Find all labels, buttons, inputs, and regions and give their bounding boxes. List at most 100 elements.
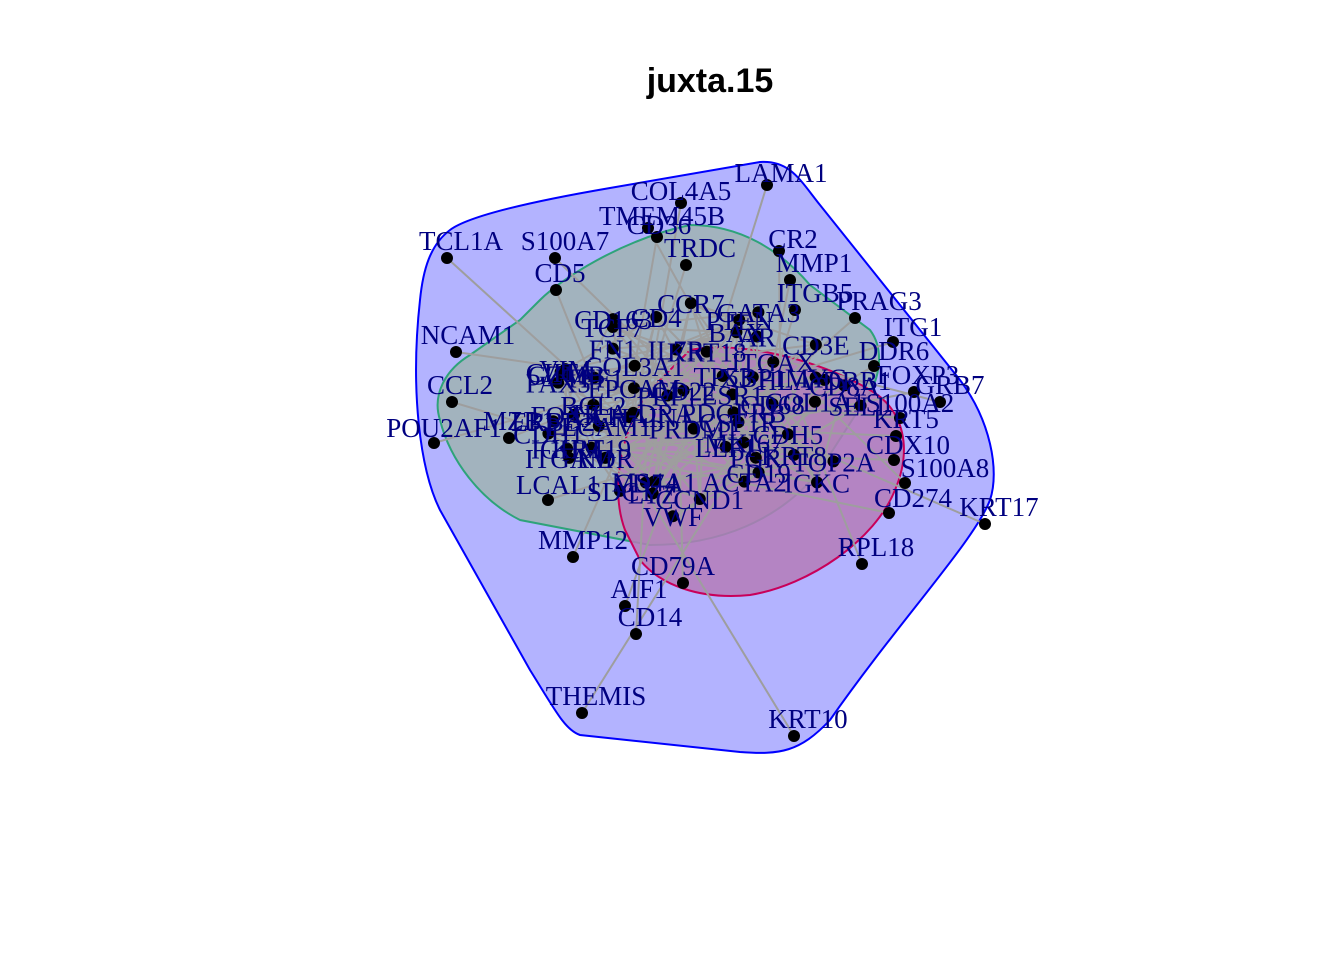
- core-node-label: BAX: [708, 318, 766, 348]
- node-label-rpl18: RPL18: [838, 532, 915, 562]
- core-node: [716, 370, 729, 383]
- core-edge: [655, 316, 734, 396]
- core-node-label: XBP1: [720, 363, 786, 393]
- core-node: [628, 359, 641, 372]
- edge-cr2: [778, 250, 781, 361]
- core-node-label: EPCAM: [588, 374, 681, 404]
- node-label-cd5: CD5: [534, 258, 585, 288]
- node-krt5: [890, 430, 902, 442]
- node-label-trdc: TRDC: [664, 233, 736, 263]
- node-label-s100a8: S100A8: [901, 453, 990, 483]
- node-label-mmp12: MMP12: [538, 525, 628, 555]
- core-node: [809, 338, 822, 351]
- core-node-label: KRT8: [761, 441, 827, 471]
- edge-cd79a: [679, 469, 684, 584]
- core-node: [749, 451, 762, 464]
- core-edge: [633, 365, 674, 517]
- core-node-label: ESR1: [701, 380, 764, 410]
- node-label-grb7: GRB7: [915, 370, 984, 400]
- core-node: [585, 441, 598, 454]
- plot-title: juxta.15: [646, 62, 774, 100]
- core-node-label: KRT18: [667, 338, 746, 368]
- node-label-cd36: CD36: [627, 210, 692, 240]
- core-node-label: ITGAM: [525, 444, 614, 474]
- core-node-label: CD4: [631, 303, 683, 333]
- node-labels: CD3ECD8AGZMBPRF1CD4IL7RCCR7SELLLEF1TCF7C…: [386, 158, 1038, 734]
- node-s100a2: [894, 412, 906, 424]
- core-node: [613, 484, 626, 497]
- node-krt17: [979, 518, 991, 530]
- node-label-pou2af1: POU2AF1: [386, 413, 502, 443]
- core-node-label: SDC1: [587, 477, 653, 507]
- core-node-label: IGKC: [784, 468, 850, 498]
- core-edge: [699, 441, 745, 500]
- core-node-label: ACTA2: [702, 468, 787, 498]
- core-node: [666, 510, 679, 523]
- core-node-label: PAX5: [526, 369, 591, 399]
- core-node: [809, 371, 822, 384]
- core-node: [746, 370, 759, 383]
- core-node-label: PTEN: [705, 306, 773, 336]
- node-label-krt5: KRT5: [873, 404, 939, 434]
- core-edge: [738, 319, 818, 483]
- core-node-label: CD68: [740, 390, 805, 420]
- core-node-label: KDR: [577, 444, 634, 474]
- node-prag3: [849, 312, 861, 324]
- core-node-label: HLA-DRB1: [758, 366, 892, 396]
- core-node-label: CD19: [726, 459, 791, 489]
- node-pou2af1: [428, 437, 440, 449]
- core-node: [766, 397, 779, 410]
- node-label-s100a2: S100A2: [866, 388, 955, 418]
- core-node-label: MS4A1: [611, 467, 697, 497]
- node-cd36: [651, 231, 663, 243]
- node-label-krt17: KRT17: [959, 492, 1038, 522]
- core-node: [670, 343, 683, 356]
- core-node: [646, 487, 659, 500]
- core-node: [639, 476, 652, 489]
- core-node: [767, 355, 780, 368]
- node-label-cd79a: CD79A: [631, 551, 716, 581]
- core-node-label: COL1A1: [765, 388, 866, 418]
- core-node-label: TOP2A: [792, 447, 876, 477]
- core-node-label: PECAM1: [546, 412, 653, 442]
- node-label-lama1: LAMA1: [735, 158, 828, 188]
- edge-pou2af1: [433, 379, 651, 444]
- node-krt10: [788, 730, 800, 742]
- core-edge: [692, 331, 738, 430]
- node-cd5: [550, 284, 562, 296]
- edge-trdc: [649, 264, 687, 381]
- core-edge: [653, 302, 692, 482]
- node-ccl2: [446, 396, 458, 408]
- core-node-label: GZMB: [527, 361, 605, 391]
- edge-themis: [581, 429, 761, 714]
- node-label-tmem45b: TMEM45B: [599, 201, 725, 231]
- core-node-label: MKI67: [704, 428, 784, 458]
- node-tmem45b: [642, 222, 654, 234]
- core-node: [854, 399, 867, 412]
- core-node-label: PRF1: [637, 382, 699, 412]
- core-node: [687, 422, 700, 435]
- core-edge: [724, 446, 746, 483]
- core-edge: [706, 350, 774, 363]
- node-label-ncam1: NCAM1: [421, 320, 516, 350]
- node-label-aif1: AIF1: [610, 574, 667, 604]
- edge-cd274: [679, 469, 890, 514]
- core-edge: [612, 326, 773, 405]
- core-edge: [619, 390, 685, 492]
- core-node-label: IGHM: [531, 435, 603, 465]
- core-node: [787, 448, 800, 461]
- core-node-label: TCF7: [581, 313, 644, 343]
- core-node: [606, 342, 619, 355]
- core-node-label: MYC: [785, 363, 847, 393]
- node-s100a7: [549, 252, 561, 264]
- edge-krt5: [759, 429, 897, 437]
- core-node: [733, 313, 746, 326]
- node-foxp3: [908, 386, 920, 398]
- node-label-cdx10: CDX10: [866, 430, 950, 460]
- core-node: [726, 388, 739, 401]
- core-node: [693, 492, 706, 505]
- core-edge: [653, 480, 701, 500]
- core-node-label: SELL: [828, 392, 893, 422]
- core-node: [727, 406, 740, 419]
- core-edge: [566, 376, 816, 450]
